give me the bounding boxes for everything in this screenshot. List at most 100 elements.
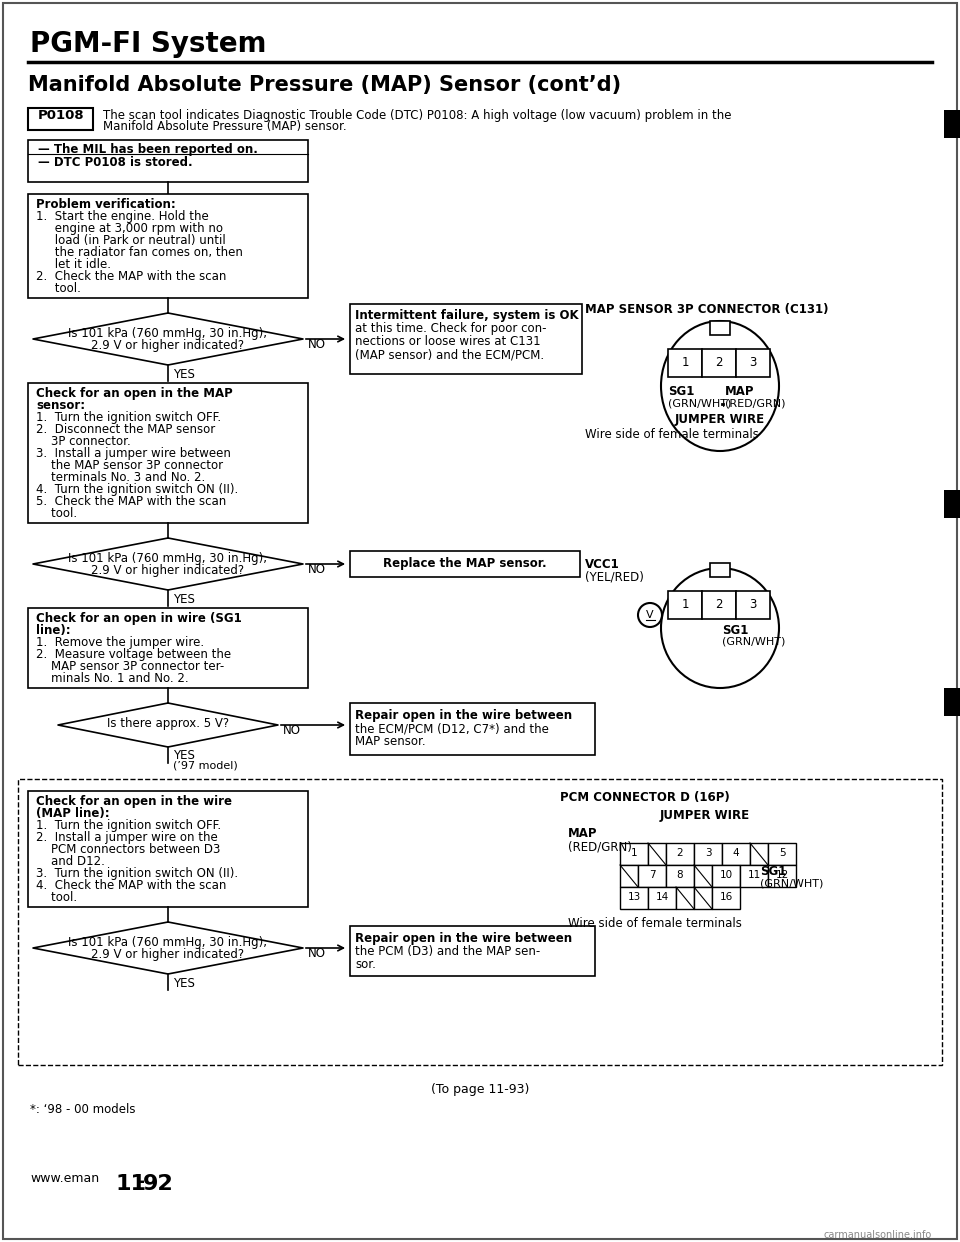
Text: 12: 12 (776, 869, 788, 881)
Text: 1.  Start the engine. Hold the: 1. Start the engine. Hold the (36, 210, 208, 224)
Text: line):: line): (36, 623, 71, 637)
Text: NO: NO (283, 724, 301, 737)
Text: Check for an open in the MAP: Check for an open in the MAP (36, 388, 232, 400)
Bar (666, 843, 694, 864)
Text: 13: 13 (628, 892, 640, 902)
Text: 11: 11 (115, 1174, 146, 1194)
Text: 3: 3 (705, 848, 711, 858)
Text: SG1: SG1 (760, 864, 786, 878)
Text: 2.9 V or higher indicated?: 2.9 V or higher indicated? (91, 564, 245, 578)
Text: 2.  Disconnect the MAP sensor: 2. Disconnect the MAP sensor (36, 424, 215, 436)
Bar (648, 887, 676, 909)
Text: 1.  Turn the ignition switch OFF.: 1. Turn the ignition switch OFF. (36, 818, 221, 832)
Bar (350, 304, 582, 374)
Bar (702, 591, 736, 619)
Text: (YEL/RED): (YEL/RED) (585, 571, 644, 584)
Text: www.eman: www.eman (30, 1172, 99, 1185)
Text: 3: 3 (750, 597, 756, 611)
Text: MAP: MAP (568, 827, 597, 840)
Text: tool.: tool. (36, 891, 77, 904)
Bar (620, 843, 648, 864)
Text: 4: 4 (732, 848, 739, 858)
Text: 2.  Measure voltage between the: 2. Measure voltage between the (36, 648, 231, 661)
Text: (MAP sensor) and the ECM/PCM.: (MAP sensor) and the ECM/PCM. (355, 348, 544, 361)
Bar (350, 927, 595, 976)
Text: the radiator fan comes on, then: the radiator fan comes on, then (36, 246, 243, 260)
Text: load (in Park or neutral) until: load (in Park or neutral) until (36, 233, 226, 247)
Text: Problem verification:: Problem verification: (36, 197, 176, 211)
Bar (710, 563, 730, 578)
Text: Check for an open in the wire: Check for an open in the wire (36, 795, 232, 809)
Bar (944, 491, 960, 518)
Text: Check for an open in wire (SG1: Check for an open in wire (SG1 (36, 612, 242, 625)
Text: (GRN/WHT): (GRN/WHT) (722, 637, 785, 647)
Text: -: - (137, 1172, 145, 1191)
Text: sor.: sor. (355, 958, 376, 971)
Text: Is 101 kPa (760 mmHg, 30 in.Hg),: Is 101 kPa (760 mmHg, 30 in.Hg), (68, 327, 268, 340)
Text: (To page 11-93): (To page 11-93) (431, 1083, 529, 1095)
Text: 16: 16 (719, 892, 732, 902)
Text: 7: 7 (649, 869, 656, 881)
Text: Repair open in the wire between: Repair open in the wire between (355, 932, 572, 945)
Text: 2.9 V or higher indicated?: 2.9 V or higher indicated? (91, 948, 245, 961)
Text: YES: YES (173, 749, 195, 763)
Text: 10: 10 (719, 869, 732, 881)
Text: 5.  Check the MAP with the scan: 5. Check the MAP with the scan (36, 496, 227, 508)
Text: 1: 1 (682, 356, 688, 369)
Bar (944, 688, 960, 715)
Bar (28, 108, 93, 130)
Text: 1.  Turn the ignition switch OFF.: 1. Turn the ignition switch OFF. (36, 411, 221, 424)
Bar (666, 864, 694, 887)
Text: (GRN/WHT): (GRN/WHT) (668, 397, 732, 409)
Text: tool.: tool. (36, 507, 77, 520)
Text: tool.: tool. (36, 282, 81, 296)
Bar (736, 349, 770, 378)
Text: 1: 1 (631, 848, 637, 858)
Text: MAP sensor.: MAP sensor. (355, 735, 425, 748)
Bar (648, 843, 666, 864)
Text: 2.9 V or higher indicated?: 2.9 V or higher indicated? (91, 339, 245, 351)
Bar (712, 887, 740, 909)
Bar (712, 864, 740, 887)
Bar (944, 111, 960, 138)
Bar (694, 864, 712, 887)
Text: 1: 1 (682, 597, 688, 611)
Text: minals No. 1 and No. 2.: minals No. 1 and No. 2. (36, 672, 188, 686)
Text: NO: NO (308, 338, 326, 351)
Text: terminals No. 3 and No. 2.: terminals No. 3 and No. 2. (36, 471, 205, 484)
Text: let it idle.: let it idle. (36, 258, 111, 271)
Text: Replace the MAP sensor.: Replace the MAP sensor. (383, 556, 547, 570)
Text: MAP sensor 3P connector ter-: MAP sensor 3P connector ter- (36, 660, 225, 673)
Text: Is 101 kPa (760 mmHg, 30 in.Hg),: Is 101 kPa (760 mmHg, 30 in.Hg), (68, 936, 268, 949)
Bar (740, 864, 768, 887)
Text: YES: YES (173, 592, 195, 606)
Text: Manifold Absolute Pressure (MAP) Sensor (cont’d): Manifold Absolute Pressure (MAP) Sensor … (28, 75, 621, 94)
Text: Intermittent failure, system is OK: Intermittent failure, system is OK (355, 309, 579, 322)
Bar (768, 864, 796, 887)
Text: PCM CONNECTOR D (16P): PCM CONNECTOR D (16P) (560, 791, 730, 804)
Text: Wire side of female terminals: Wire side of female terminals (568, 917, 742, 930)
Text: 2: 2 (677, 848, 684, 858)
Text: 3: 3 (750, 356, 756, 369)
Text: sensor:: sensor: (36, 399, 85, 412)
Text: 11: 11 (748, 869, 760, 881)
Text: YES: YES (173, 977, 195, 990)
Text: The scan tool indicates Diagnostic Trouble Code (DTC) P0108: A high voltage (low: The scan tool indicates Diagnostic Troub… (103, 109, 732, 122)
Text: PGM-FI System: PGM-FI System (30, 30, 267, 58)
Text: carmanualsonline.info: carmanualsonline.info (824, 1230, 932, 1240)
Text: (RED/GRN): (RED/GRN) (568, 840, 632, 853)
Text: 2.  Check the MAP with the scan: 2. Check the MAP with the scan (36, 270, 227, 283)
Text: 14: 14 (656, 892, 668, 902)
Bar (350, 551, 580, 578)
Text: the ECM/PCM (D12, C7*) and the: the ECM/PCM (D12, C7*) and the (355, 722, 549, 735)
Bar (28, 609, 308, 688)
Text: (GRN/WHT): (GRN/WHT) (760, 878, 824, 888)
Bar (620, 864, 638, 887)
Bar (694, 887, 712, 909)
Text: 92: 92 (143, 1174, 174, 1194)
Bar (676, 887, 694, 909)
Text: *: ‘98 - 00 models: *: ‘98 - 00 models (30, 1103, 135, 1117)
Bar (638, 864, 666, 887)
Text: 3.  Install a jumper wire between: 3. Install a jumper wire between (36, 447, 230, 460)
Text: MAP: MAP (725, 385, 755, 397)
